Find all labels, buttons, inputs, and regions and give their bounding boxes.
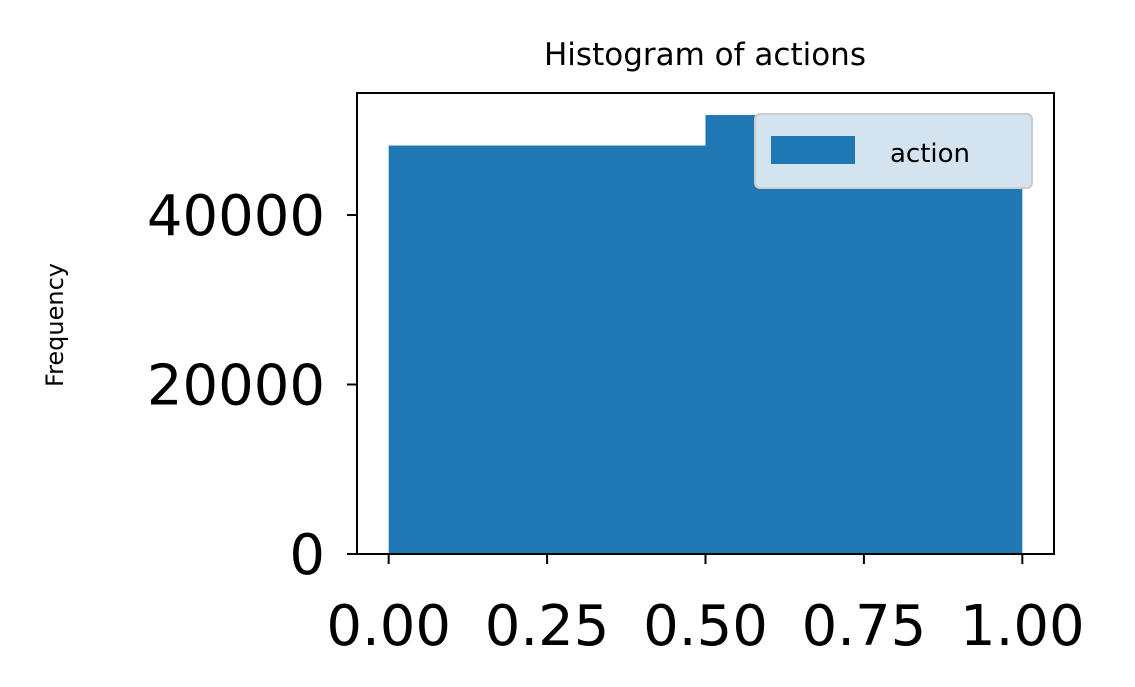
y-tick-label: 40000 [147, 184, 325, 249]
y-tick-label: 20000 [147, 354, 325, 419]
x-tick-label: 0.75 [802, 594, 927, 659]
x-tick-label: 0.50 [643, 594, 768, 659]
x-axis: 0.00 0.25 0.50 0.75 1.00 [326, 554, 1085, 659]
y-axis: 0 20000 40000 [147, 184, 357, 588]
x-tick-label: 0.25 [485, 594, 610, 659]
legend-swatch [771, 136, 855, 164]
y-axis-label: Frequency [41, 263, 69, 387]
chart-title: Histogram of actions [544, 37, 866, 73]
legend-box [754, 113, 1033, 189]
legend: action [754, 113, 1033, 189]
y-tick-label: 0 [289, 523, 325, 588]
legend-label: action [890, 139, 970, 169]
x-tick-label: 0.00 [326, 594, 451, 659]
histogram-bar-0 [388, 145, 706, 554]
x-tick-label: 1.00 [960, 594, 1085, 659]
